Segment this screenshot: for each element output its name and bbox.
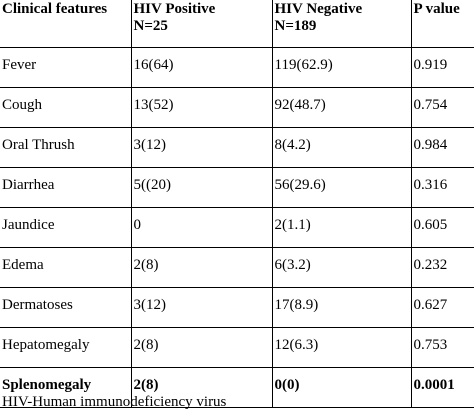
- cell-hiv-positive: 2(8): [130, 327, 273, 368]
- table-header-row: Clinical features HIV Positive N=25 HIV N…: [0, 0, 474, 48]
- table-footnote: HIV-Human immunodeficiency virus: [2, 394, 227, 410]
- cell-feature: Fever: [0, 47, 132, 88]
- cell-hiv-positive: 3(12): [130, 287, 273, 328]
- table-row: Edema 2(8) 6(3.2) 0.232: [0, 247, 474, 288]
- cell-feature: Hepatomegaly: [0, 327, 132, 368]
- cell-hiv-negative: 8(4.2): [271, 127, 412, 168]
- table-row: Splenomegaly 2(8) 0(0) 0.0001: [0, 367, 474, 408]
- cell-p-value: 0.316: [410, 167, 474, 208]
- cell-p-value: 0.232: [410, 247, 474, 288]
- cell-p-value: 0.754: [410, 87, 474, 128]
- cell-p-value: 0.627: [410, 287, 474, 328]
- cell-hiv-positive: 5((20): [130, 167, 273, 208]
- cell-feature: Edema: [0, 247, 132, 288]
- table-row: Hepatomegaly 2(8) 12(6.3) 0.753: [0, 327, 474, 368]
- cell-p-value: 0.919: [410, 47, 474, 88]
- header-line: N=189: [274, 18, 317, 34]
- header-line: P value: [413, 1, 460, 17]
- table-row: Cough 13(52) 92(48.7) 0.754: [0, 87, 474, 128]
- header-line: Clinical features: [2, 1, 108, 17]
- cell-hiv-positive: 13(52): [130, 87, 273, 128]
- cell-feature: Oral Thrush: [0, 127, 132, 168]
- cell-feature: Diarrhea: [0, 167, 132, 208]
- header-hiv-positive: HIV Positive N=25: [130, 0, 273, 48]
- table-row: Dermatoses 3(12) 17(8.9) 0.627: [0, 287, 474, 328]
- cell-p-value: 0.984: [410, 127, 474, 168]
- cell-feature: Cough: [0, 87, 132, 128]
- cell-feature: Dermatoses: [0, 287, 132, 328]
- cell-hiv-negative: 2(1.1): [271, 207, 412, 248]
- header-hiv-negative: HIV Negative N=189: [271, 0, 412, 48]
- cell-hiv-positive: 2(8): [130, 247, 273, 288]
- cell-p-value: 0.605: [410, 207, 474, 248]
- cell-hiv-negative: 0(0): [271, 367, 412, 408]
- cell-hiv-positive: 0: [130, 207, 273, 248]
- table-row: Oral Thrush 3(12) 8(4.2) 0.984: [0, 127, 474, 168]
- cell-p-value: 0.0001: [410, 367, 474, 408]
- header-line: HIV Positive: [133, 1, 216, 17]
- cell-hiv-negative: 92(48.7): [271, 87, 412, 128]
- cell-feature: Jaundice: [0, 207, 132, 248]
- cell-hiv-positive: 2(8): [130, 367, 273, 408]
- cell-hiv-negative: 12(6.3): [271, 327, 412, 368]
- table-row: Diarrhea 5((20) 56(29.6) 0.316: [0, 167, 474, 208]
- cell-hiv-negative: 119(62.9): [271, 47, 412, 88]
- cell-hiv-positive: 3(12): [130, 127, 273, 168]
- header-clinical-features: Clinical features: [0, 0, 132, 48]
- cell-hiv-positive: 16(64): [130, 47, 273, 88]
- cell-feature: Splenomegaly: [0, 367, 132, 408]
- table-row: Jaundice 0 2(1.1) 0.605: [0, 207, 474, 248]
- cell-p-value: 0.753: [410, 327, 474, 368]
- cell-hiv-negative: 17(8.9): [271, 287, 412, 328]
- table-row: Fever 16(64) 119(62.9) 0.919: [0, 47, 474, 88]
- header-p-value: P value: [410, 0, 474, 48]
- header-line: N=25: [133, 18, 168, 34]
- cell-hiv-negative: 56(29.6): [271, 167, 412, 208]
- header-line: HIV Negative: [274, 1, 363, 17]
- cell-hiv-negative: 6(3.2): [271, 247, 412, 288]
